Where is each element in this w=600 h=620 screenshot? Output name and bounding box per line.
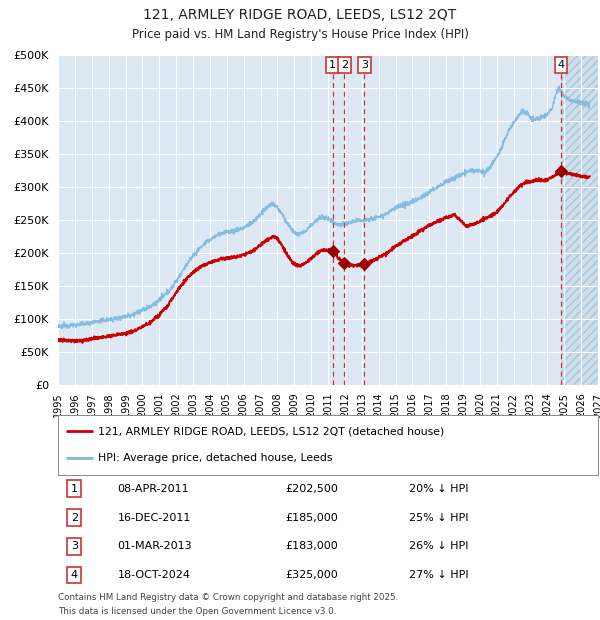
Text: 4: 4 <box>71 570 78 580</box>
Text: 3: 3 <box>361 60 368 70</box>
Text: 2: 2 <box>341 60 348 70</box>
Text: Price paid vs. HM Land Registry's House Price Index (HPI): Price paid vs. HM Land Registry's House … <box>131 28 469 41</box>
Text: 121, ARMLEY RIDGE ROAD, LEEDS, LS12 2QT (detached house): 121, ARMLEY RIDGE ROAD, LEEDS, LS12 2QT … <box>98 426 445 436</box>
Text: 18-OCT-2024: 18-OCT-2024 <box>118 570 190 580</box>
Text: 3: 3 <box>71 541 78 551</box>
Text: Contains HM Land Registry data © Crown copyright and database right 2025.: Contains HM Land Registry data © Crown c… <box>58 593 398 603</box>
Text: 27% ↓ HPI: 27% ↓ HPI <box>409 570 469 580</box>
Text: 1: 1 <box>329 60 336 70</box>
Text: £325,000: £325,000 <box>285 570 338 580</box>
Text: 08-APR-2011: 08-APR-2011 <box>118 484 189 494</box>
Text: £202,500: £202,500 <box>285 484 338 494</box>
Text: 121, ARMLEY RIDGE ROAD, LEEDS, LS12 2QT: 121, ARMLEY RIDGE ROAD, LEEDS, LS12 2QT <box>143 8 457 22</box>
Text: 26% ↓ HPI: 26% ↓ HPI <box>409 541 469 551</box>
Point <box>556 166 566 175</box>
Bar <box>561 55 598 385</box>
Text: 20% ↓ HPI: 20% ↓ HPI <box>409 484 469 494</box>
Text: 2: 2 <box>71 513 78 523</box>
Text: 25% ↓ HPI: 25% ↓ HPI <box>409 513 469 523</box>
Text: £185,000: £185,000 <box>285 513 338 523</box>
Text: 4: 4 <box>557 60 565 70</box>
Text: 01-MAR-2013: 01-MAR-2013 <box>118 541 192 551</box>
Point <box>359 259 369 269</box>
Text: 16-DEC-2011: 16-DEC-2011 <box>118 513 191 523</box>
Text: HPI: Average price, detached house, Leeds: HPI: Average price, detached house, Leed… <box>98 453 333 463</box>
Bar <box>561 55 598 385</box>
Text: This data is licensed under the Open Government Licence v3.0.: This data is licensed under the Open Gov… <box>58 608 337 616</box>
Text: 1: 1 <box>71 484 78 494</box>
Point <box>340 258 349 268</box>
Point <box>328 246 337 256</box>
Text: £183,000: £183,000 <box>285 541 338 551</box>
